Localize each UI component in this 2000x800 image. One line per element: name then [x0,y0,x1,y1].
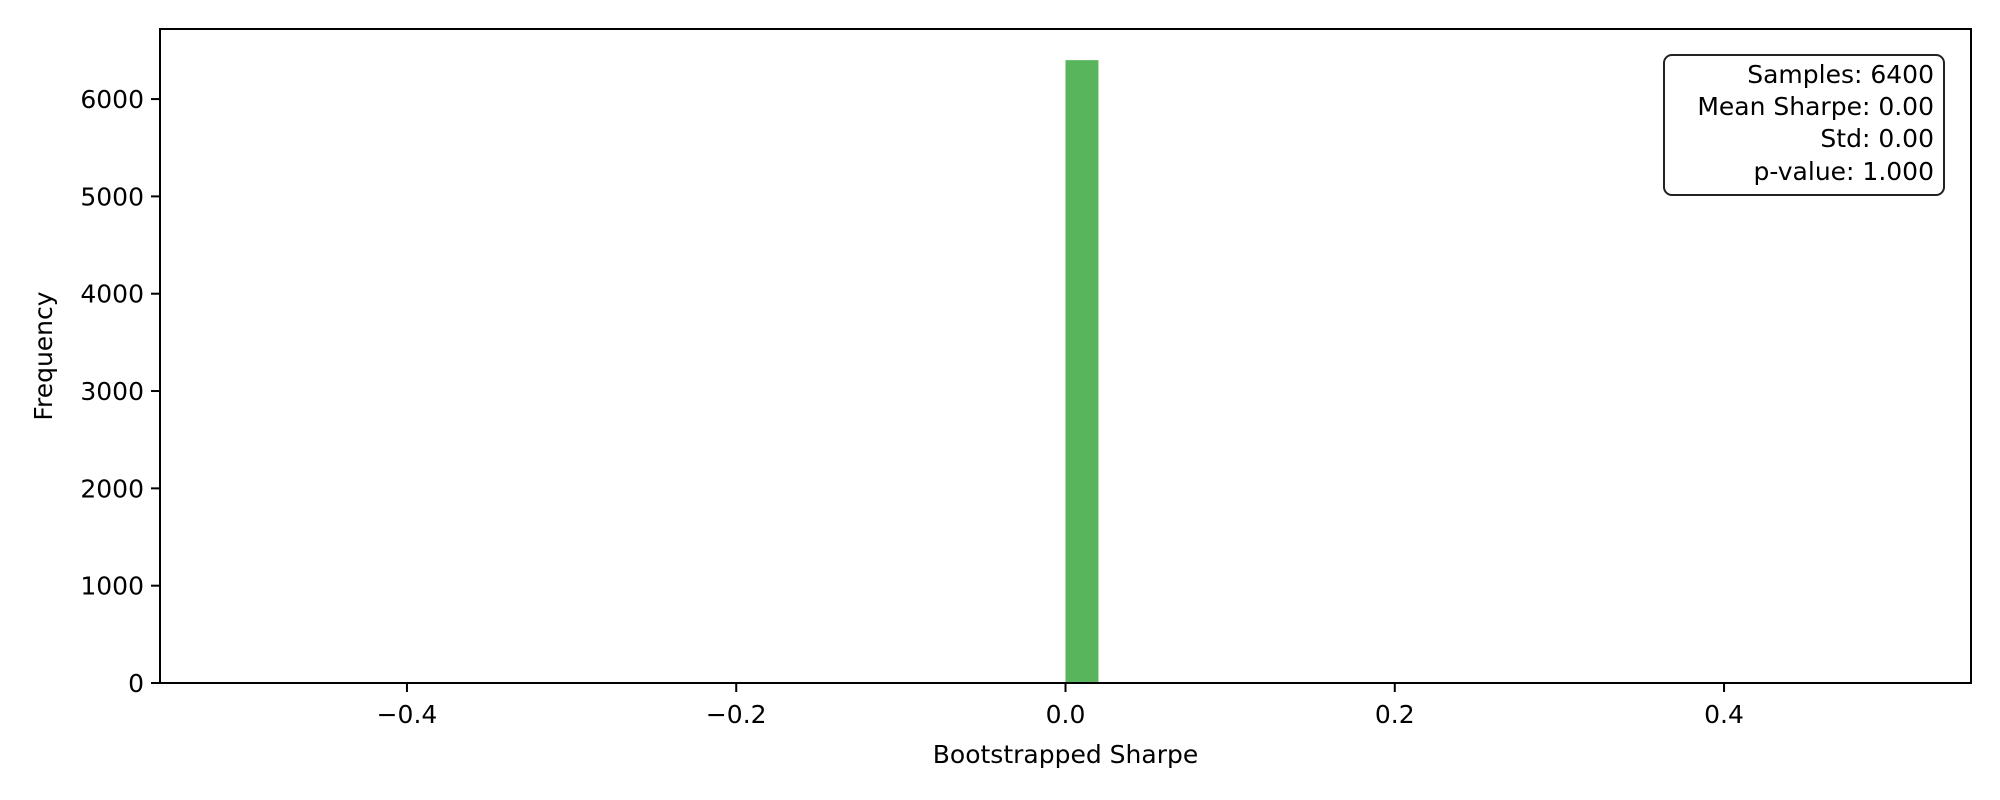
stats-std: Std: 0.00 [1820,124,1934,153]
y-axis-ticks: 0 1000 2000 3000 4000 5000 6000 [80,85,160,698]
y-tick-label: 1000 [80,572,144,601]
stats-box: Samples: 6400 Mean Sharpe: 0.00 Std: 0.0… [1663,54,1945,196]
y-tick-label: 6000 [80,85,144,114]
stats-box-frame [1663,54,1945,196]
x-tick-label: 0.0 [1046,700,1086,729]
x-tick-label: −0.4 [377,700,438,729]
y-tick-label: 2000 [80,474,144,503]
y-tick-label: 4000 [80,280,144,309]
x-tick-label: −0.2 [706,700,767,729]
bars-layer [1065,60,1099,683]
stats-p-value: p-value: 1.000 [1754,157,1934,186]
x-tick-label: 0.4 [1704,700,1744,729]
y-tick-label: 5000 [80,182,144,211]
stats-samples: Samples: 6400 [1747,60,1934,89]
x-axis-label: Bootstrapped Sharpe [933,740,1198,769]
x-tick-label: 0.2 [1375,700,1415,729]
y-axis-label: Frequency [29,291,58,420]
histogram-bar [1065,60,1099,683]
stats-mean-sharpe: Mean Sharpe: 0.00 [1697,92,1934,121]
x-axis-ticks: −0.4 −0.2 0.0 0.2 0.4 [377,683,1744,729]
y-tick-label: 3000 [80,377,144,406]
y-tick-label: 0 [128,669,144,698]
